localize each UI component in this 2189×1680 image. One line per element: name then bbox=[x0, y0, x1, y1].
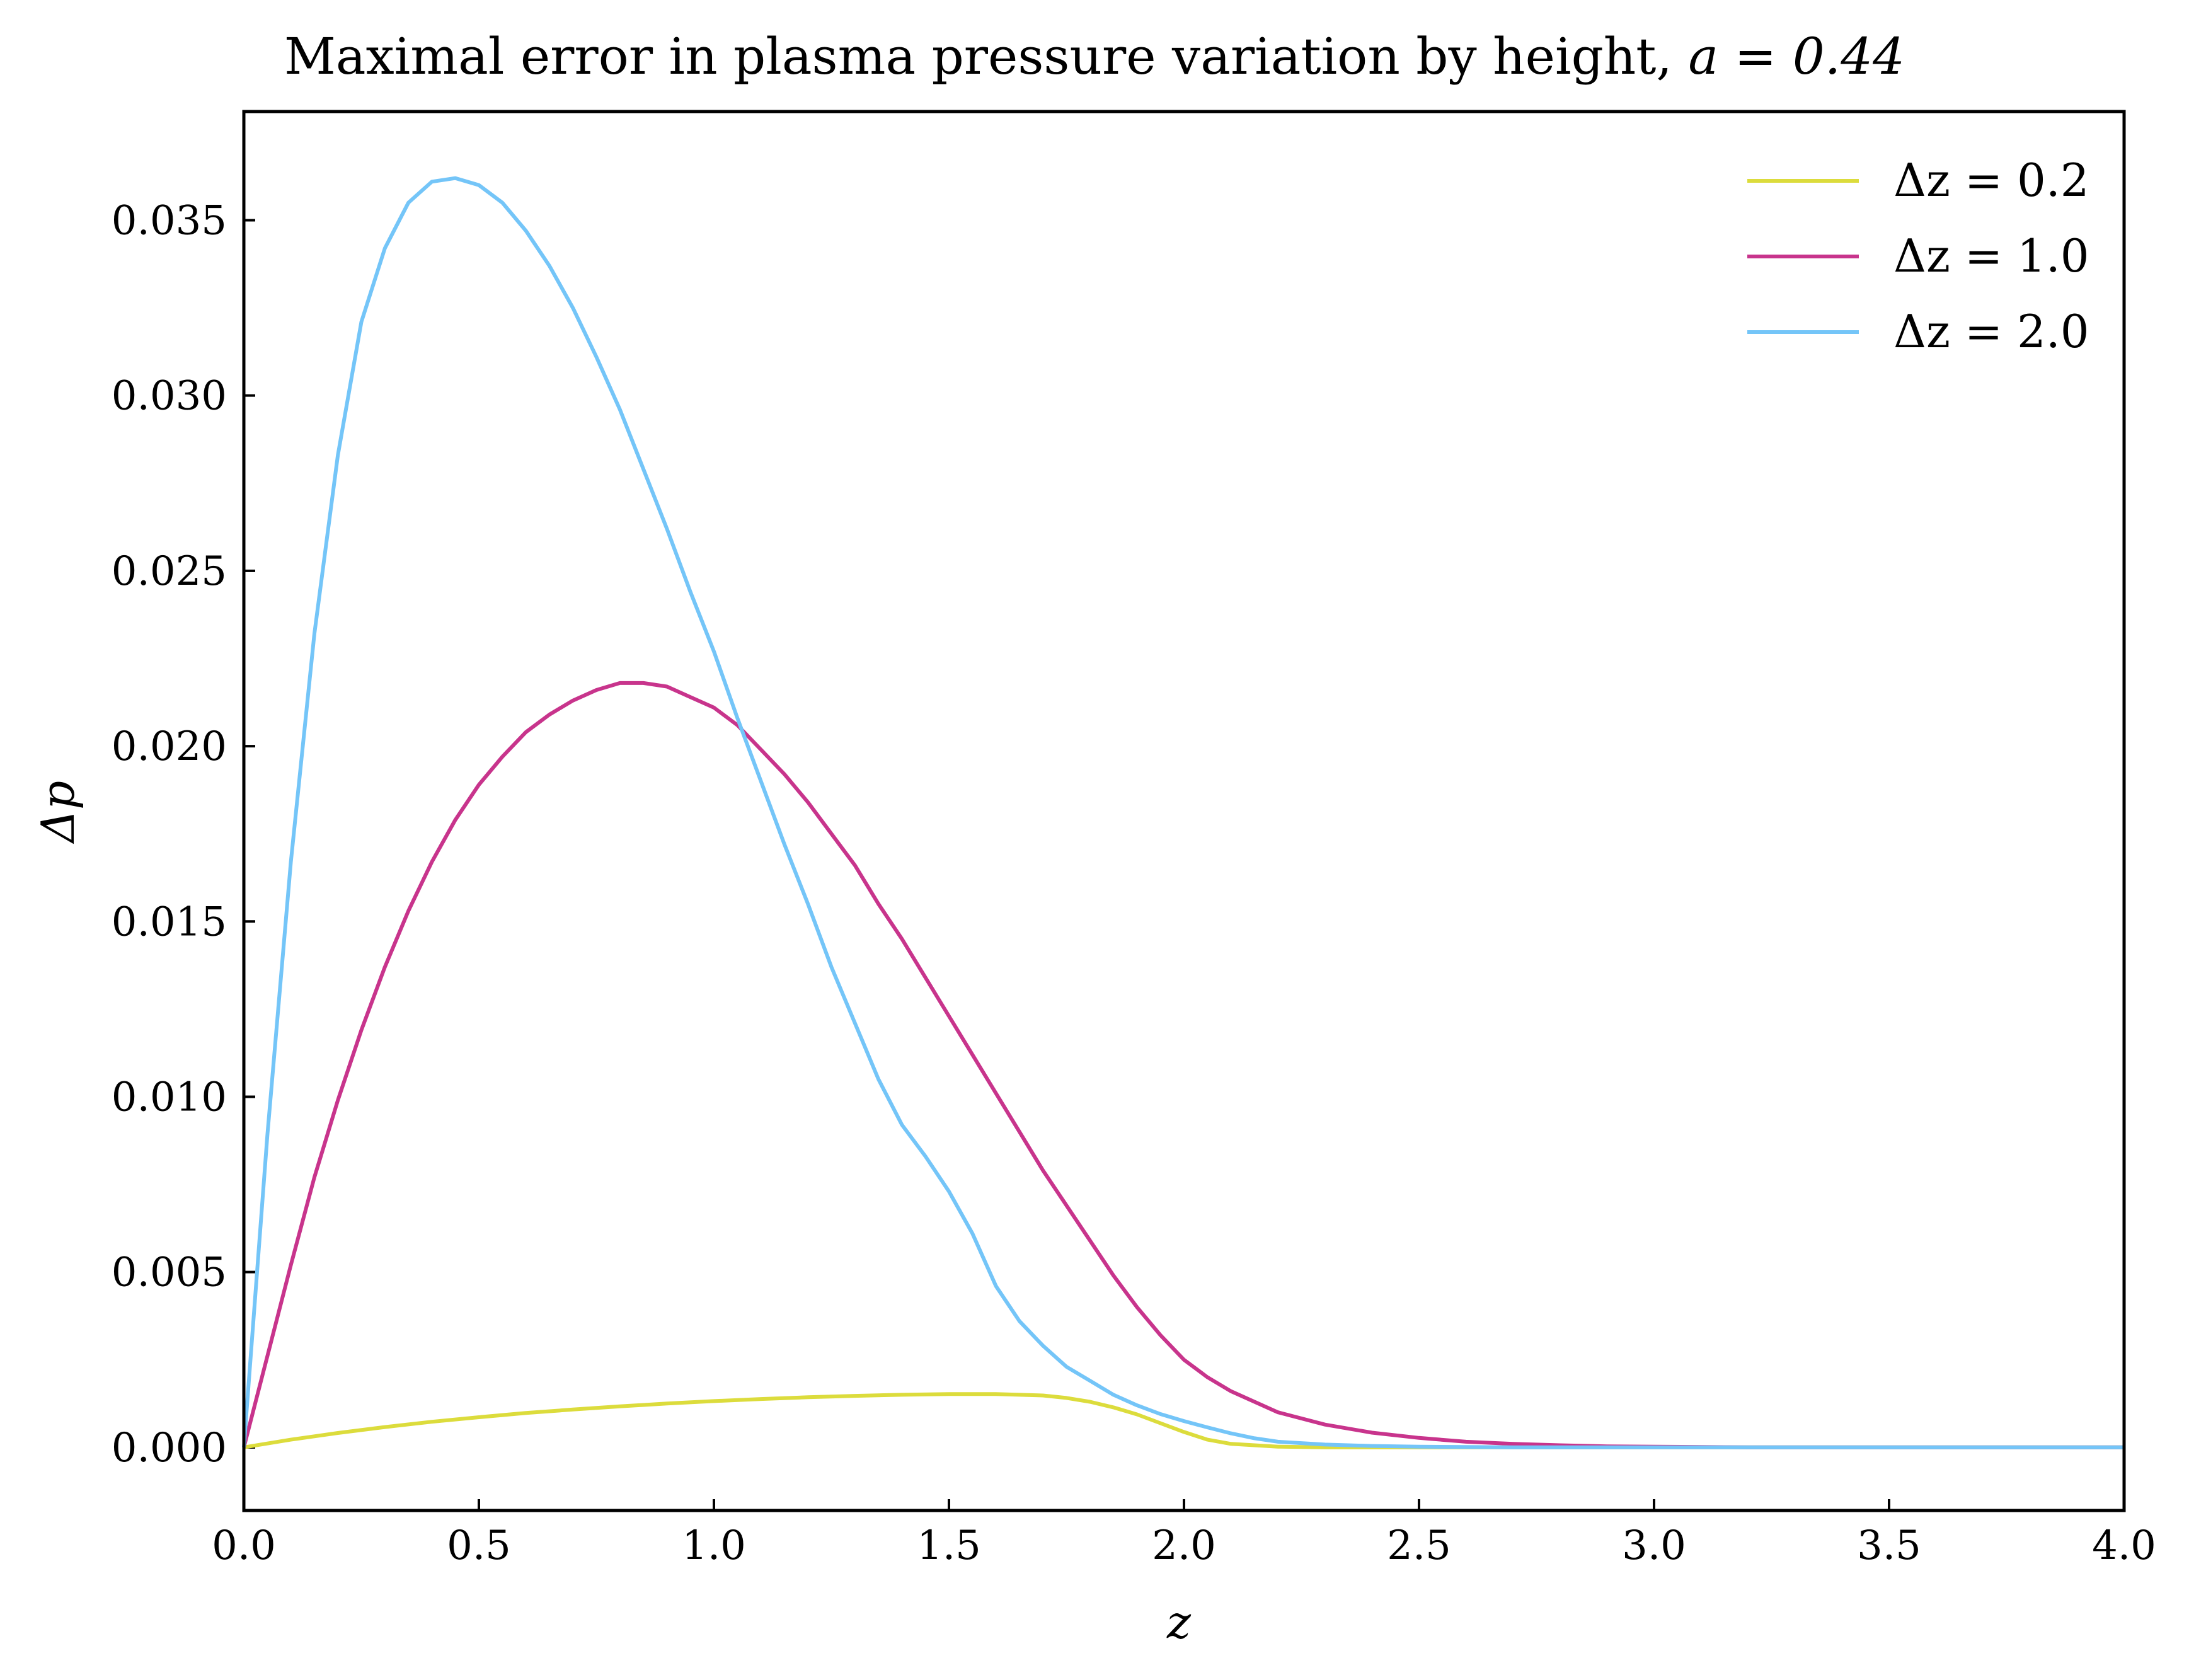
x-tick-label: 4.0 bbox=[2092, 1522, 2156, 1569]
x-tick-label: 2.0 bbox=[1152, 1522, 1216, 1569]
x-axis-ticks: 0.0 0.5 1.0 1.5 2.0 2.5 3.0 3.5 4.0 bbox=[212, 1499, 2156, 1569]
y-tick-label: 0.020 bbox=[112, 723, 227, 770]
legend-label-2: Δz = 2.0 bbox=[1893, 305, 2089, 358]
y-tick-label: 0.010 bbox=[112, 1074, 227, 1120]
series-line-0 bbox=[243, 1392, 2124, 1449]
series-line-2 bbox=[242, 176, 2124, 1449]
y-tick-label: 0.030 bbox=[112, 373, 227, 420]
chart-title-math: a = 0.44 bbox=[1688, 27, 1905, 86]
y-axis-ticks: 0.000 0.005 0.010 0.015 0.020 0.025 0.030 0.035 bbox=[112, 197, 255, 1471]
x-tick-label: 3.0 bbox=[1622, 1522, 1686, 1569]
x-tick-label: 0.0 bbox=[212, 1522, 276, 1569]
x-tick-label: 2.5 bbox=[1387, 1522, 1451, 1569]
y-tick-label: 0.025 bbox=[112, 548, 227, 595]
plot-frame bbox=[242, 110, 2126, 1512]
y-tick-label: 0.015 bbox=[112, 899, 227, 945]
x-tick-label: 1.5 bbox=[917, 1522, 981, 1569]
chart-title-text: Maximal error in plasma pressure variati… bbox=[284, 27, 1688, 86]
y-tick-label: 0.000 bbox=[112, 1425, 227, 1471]
legend-label-0: Δz = 0.2 bbox=[1893, 154, 2089, 207]
x-axis-label: z bbox=[1166, 1596, 1192, 1648]
chart-title: Maximal error in plasma pressure variati… bbox=[284, 27, 1905, 86]
series-line-1 bbox=[242, 681, 2124, 1449]
x-tick-label: 3.5 bbox=[1857, 1522, 1921, 1569]
x-tick-label: 0.5 bbox=[447, 1522, 511, 1569]
y-axis-label: Δp bbox=[32, 781, 84, 844]
legend: Δz = 0.2 Δz = 1.0 Δz = 2.0 bbox=[1747, 154, 2089, 358]
series-lines bbox=[242, 176, 2124, 1449]
x-tick-label: 1.0 bbox=[682, 1522, 746, 1569]
legend-label-1: Δz = 1.0 bbox=[1893, 229, 2089, 282]
y-tick-label: 0.005 bbox=[112, 1250, 227, 1296]
y-tick-label: 0.035 bbox=[112, 197, 227, 244]
